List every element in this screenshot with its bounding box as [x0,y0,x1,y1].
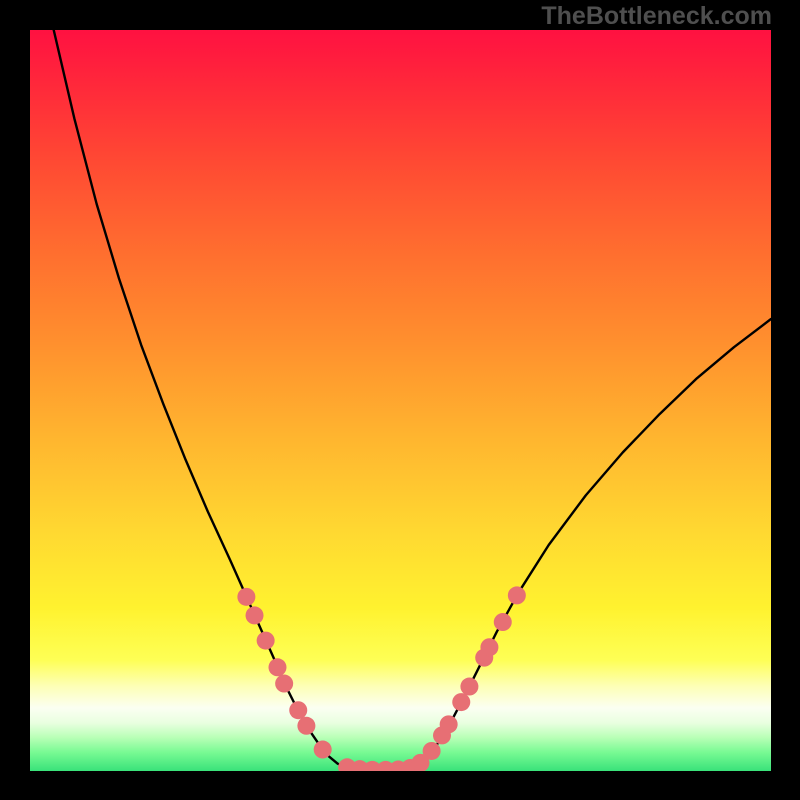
data-markers [30,30,771,771]
plot-area [30,30,771,771]
watermark-text: TheBottleneck.com [541,2,772,31]
chart-container: { "canvas": { "w": 800, "h": 800 }, "plo… [0,0,800,800]
